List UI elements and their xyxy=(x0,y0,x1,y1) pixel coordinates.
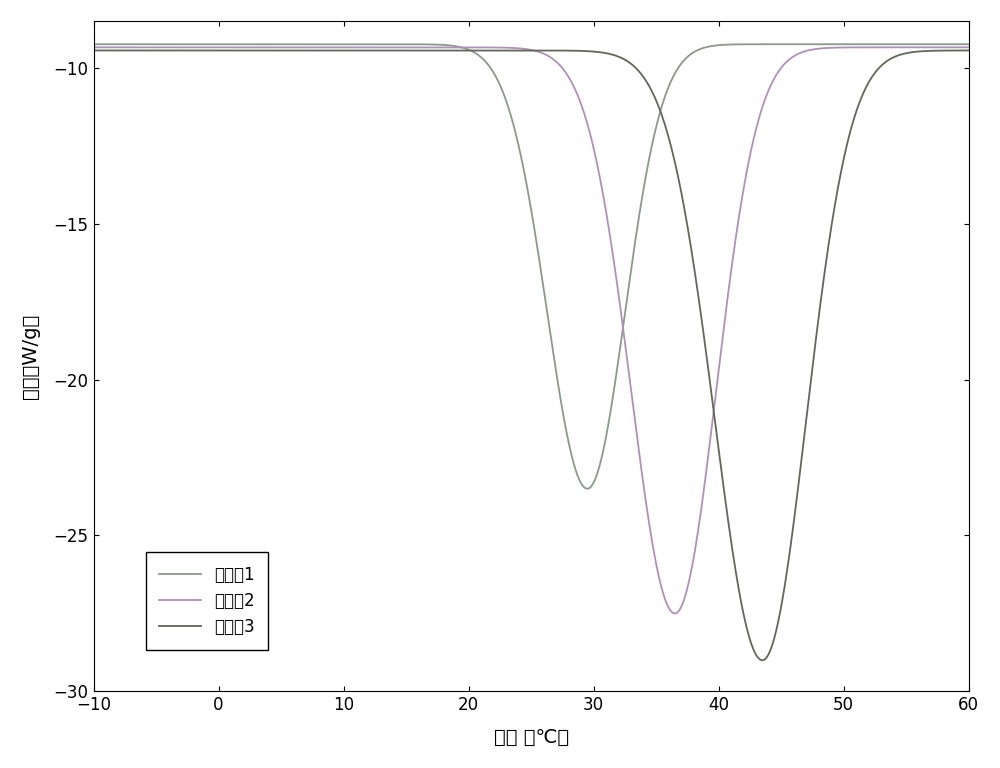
Legend: 实施例1, 实施例2, 实施例3: 实施例1, 实施例2, 实施例3 xyxy=(146,552,268,650)
实施例3 xyxy=(422,46,434,55)
Line: 实施例2: 实施例2 xyxy=(94,48,969,614)
实施例3 xyxy=(756,656,768,665)
实施例3 xyxy=(657,113,669,122)
实施例2 xyxy=(88,43,100,52)
实施例2 xyxy=(741,167,753,177)
实施例3 xyxy=(88,46,100,55)
实施例3 xyxy=(741,623,753,632)
实施例1 xyxy=(741,40,753,49)
实施例2 xyxy=(657,588,669,597)
实施例1 xyxy=(613,354,625,363)
实施例2 xyxy=(807,45,819,54)
Line: 实施例1: 实施例1 xyxy=(94,45,969,488)
X-axis label: 温度 （℃）: 温度 （℃） xyxy=(494,728,569,747)
实施例2 xyxy=(669,609,681,618)
实施例3 xyxy=(963,46,975,55)
实施例1 xyxy=(807,40,819,49)
实施例2 xyxy=(612,289,624,298)
Line: 实施例3: 实施例3 xyxy=(94,51,969,660)
实施例2 xyxy=(422,43,434,52)
实施例1 xyxy=(247,40,259,49)
实施例2 xyxy=(247,43,259,52)
实施例1 xyxy=(422,40,434,49)
Y-axis label: 热流（W/g）: 热流（W/g） xyxy=(21,313,40,399)
实施例3 xyxy=(807,356,819,366)
实施例1 xyxy=(657,98,669,108)
实施例3 xyxy=(247,46,259,55)
实施例1 xyxy=(581,484,593,493)
实施例2 xyxy=(963,43,975,52)
实施例1 xyxy=(963,40,975,49)
实施例1 xyxy=(88,40,100,49)
实施例3 xyxy=(612,52,624,61)
